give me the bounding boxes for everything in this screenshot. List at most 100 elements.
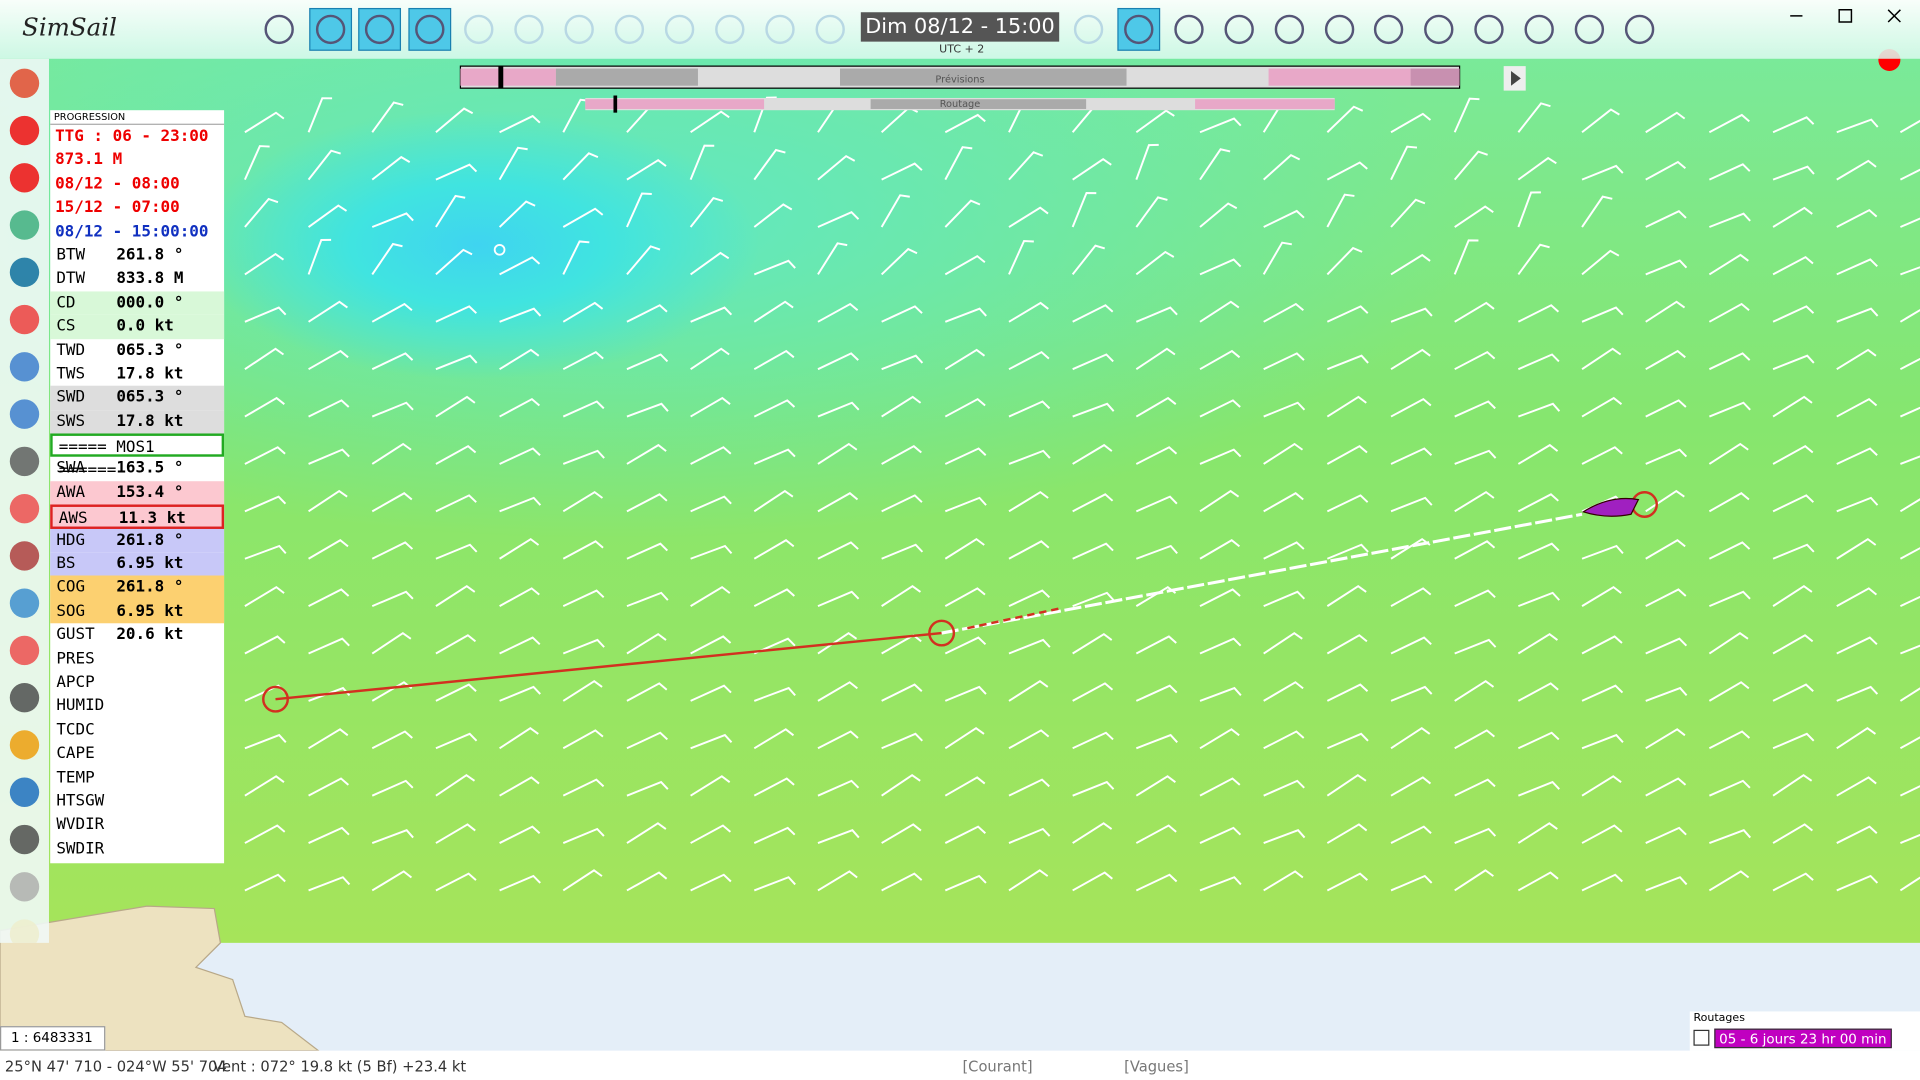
side-icon[interactable]: [9, 210, 40, 240]
data-row[interactable]: TWD 065.3 °: [50, 339, 224, 363]
time-cursor[interactable]: [498, 66, 504, 89]
data-row[interactable]: COG 261.8 °: [50, 576, 225, 600]
wind-barb: [1326, 305, 1369, 323]
data-row[interactable]: PRES: [50, 647, 224, 671]
wind-barb: [1390, 198, 1426, 228]
wind-barb: [371, 212, 414, 228]
toolbar-icon[interactable]: [815, 14, 845, 45]
toolbar-icon[interactable]: [1224, 14, 1254, 45]
toolbar-icon[interactable]: [514, 14, 544, 45]
side-icon[interactable]: [9, 68, 40, 98]
weather-map[interactable]: [0, 0, 1920, 943]
side-icon[interactable]: [9, 588, 40, 618]
side-icon[interactable]: [9, 163, 40, 193]
data-row[interactable]: SWDIR: [50, 837, 224, 861]
toolbar-icon[interactable]: [1373, 14, 1404, 45]
wind-barb: [1581, 775, 1622, 797]
data-row[interactable]: ===== MOS1 ======: [50, 433, 225, 481]
toolbar-icon[interactable]: [1574, 14, 1605, 45]
toolbar-icon[interactable]: [1524, 14, 1554, 45]
data-row[interactable]: HDG 261.8 °: [50, 528, 225, 553]
toolbar-icon[interactable]: [765, 14, 795, 45]
data-row[interactable]: BTW 261.8 °: [50, 244, 224, 268]
toolbar-icon[interactable]: [715, 14, 745, 45]
data-row[interactable]: CS 0.0 kt: [50, 314, 225, 339]
wind-barb: [308, 448, 350, 465]
toolbar-icon[interactable]: [1474, 14, 1504, 45]
timelines: Prévisions Routage: [459, 65, 1526, 113]
side-icon[interactable]: [9, 872, 40, 902]
wind-barb: [944, 776, 986, 797]
wind-barb: [1772, 774, 1813, 797]
toolbar-icon[interactable]: [464, 14, 494, 45]
side-icon[interactable]: [9, 493, 40, 524]
routing-cursor[interactable]: [613, 95, 618, 113]
side-icon[interactable]: [9, 635, 40, 666]
wind-barb: [753, 349, 795, 371]
date-display[interactable]: Dim 08/12 - 15:00: [860, 12, 1060, 42]
side-icon[interactable]: [9, 304, 40, 335]
side-icon[interactable]: [9, 541, 40, 571]
boat[interactable]: [1581, 497, 1640, 517]
wind-barb: [753, 259, 796, 276]
toolbar-icon[interactable]: [1324, 14, 1355, 45]
data-row[interactable]: CD 000.0 °: [50, 291, 225, 315]
data-row[interactable]: TWS 17.8 kt: [50, 362, 224, 386]
data-row[interactable]: SWA 163.5 °: [50, 457, 224, 481]
toolbar-icon[interactable]: [614, 14, 645, 45]
data-row[interactable]: AWS 11.3 kt: [50, 504, 225, 529]
toolbar-icon[interactable]: [1424, 14, 1454, 45]
wind-barb: [1072, 353, 1114, 371]
toolbar-icon[interactable]: [1274, 14, 1305, 45]
side-icon[interactable]: [9, 730, 40, 760]
data-row[interactable]: DTW 833.8 M: [50, 267, 224, 291]
toolbar-icon[interactable]: [664, 14, 695, 45]
data-row[interactable]: WVDIR: [50, 813, 224, 837]
toolbar-icon[interactable]: [264, 14, 294, 45]
waypoint[interactable]: [928, 619, 956, 647]
data-row[interactable]: HTSGW: [50, 790, 224, 814]
wind-barb: [244, 544, 287, 560]
panel-title[interactable]: PROGRESSION: [50, 110, 225, 125]
side-icon[interactable]: [9, 352, 40, 382]
data-row[interactable]: SOG 6.95 kt: [50, 599, 225, 624]
toolbar-icon[interactable]: [1624, 14, 1655, 45]
toolbar-icon[interactable]: [1124, 14, 1154, 45]
visibility-toggle[interactable]: [1693, 1029, 1710, 1046]
toolbar-icon[interactable]: [415, 14, 445, 45]
side-icon[interactable]: [9, 683, 40, 713]
data-row[interactable]: GUST 20.6 kt: [50, 624, 224, 648]
data-row[interactable]: BS 6.95 kt: [50, 552, 225, 577]
toolbar-icon[interactable]: [315, 14, 346, 45]
wind-barb: [498, 146, 528, 181]
data-row[interactable]: TCDC: [50, 718, 224, 742]
data-row[interactable]: SWS 17.8 kt: [50, 409, 225, 434]
wind-barb: [1199, 876, 1242, 892]
side-icon[interactable]: [9, 446, 40, 477]
close-button[interactable]: [1887, 9, 1901, 23]
toolbar-icon[interactable]: [564, 14, 594, 45]
waypoint[interactable]: [262, 685, 289, 713]
side-icon[interactable]: [9, 824, 40, 855]
toolbar-icon[interactable]: [364, 14, 395, 45]
toolbar-icon[interactable]: [1073, 14, 1104, 45]
data-row[interactable]: CAPE: [50, 742, 224, 766]
wind-barb: [1708, 779, 1751, 797]
row-value: 6.95 kt: [116, 602, 184, 621]
wind-barb: [626, 731, 669, 750]
side-icon[interactable]: [9, 257, 40, 288]
routage-item[interactable]: 05 - 6 jours 23 hr 00 min: [1714, 1028, 1892, 1049]
data-row[interactable]: AWA 153.4 °: [50, 481, 225, 505]
position: 25°N 47' 710 - 024°W 55' 704: [4, 1057, 227, 1076]
side-icon[interactable]: [9, 919, 40, 949]
data-row[interactable]: TEMP: [50, 766, 224, 790]
data-row[interactable]: APCP: [50, 671, 224, 695]
wind-barb: [626, 304, 668, 323]
side-icon[interactable]: [9, 777, 40, 807]
data-row[interactable]: HUMID: [50, 695, 224, 719]
data-row[interactable]: SWD 065.3 °: [50, 386, 225, 410]
toolbar-icon[interactable]: [1174, 14, 1204, 45]
side-icon[interactable]: [9, 115, 40, 146]
side-icon[interactable]: [9, 399, 40, 429]
maximize-button[interactable]: [1838, 9, 1853, 23]
